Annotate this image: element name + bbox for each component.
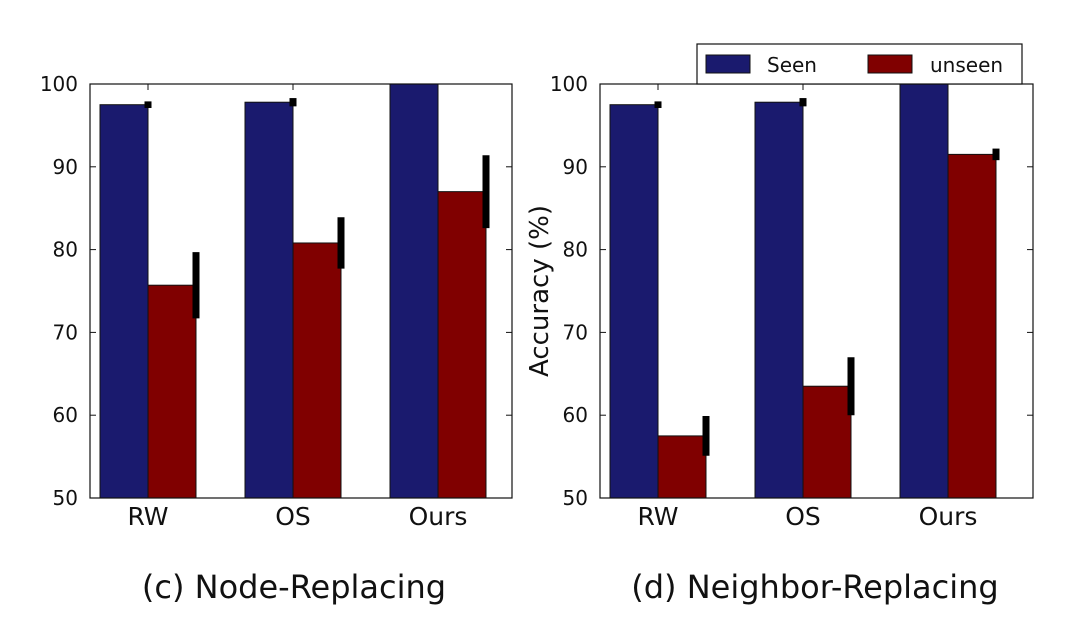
y-tick-label: 80: [53, 238, 78, 262]
legend-box: [696, 43, 1023, 85]
x-tick-label-rw: RW: [637, 502, 678, 531]
y-tick-label: 50: [53, 486, 78, 510]
bar-seen-rw: [609, 104, 659, 498]
y-tick-label: 100: [40, 72, 78, 96]
y-tick-label: 70: [53, 320, 78, 344]
panel-title: (d) Neighbor-Replacing: [631, 568, 998, 606]
y-axis-label: Accuracy (%): [525, 205, 555, 377]
y-tick-label: 90: [563, 155, 588, 179]
bar-unseen-rw: [147, 284, 197, 498]
y-tick-label: 90: [53, 155, 78, 179]
y-tick-label: 100: [550, 72, 588, 96]
bars-group: [99, 84, 487, 498]
y-tick-label: 60: [53, 403, 78, 427]
bar-seen-ours: [899, 84, 949, 498]
x-tick-label-rw: RW: [127, 502, 168, 531]
panel-neighbor-replacing: 50 60 70 80 90 100 RW OS Ours Accuracy (%) (d) Nei…: [525, 72, 1034, 606]
axes-frame: [89, 83, 513, 499]
x-tick-label-ours: Ours: [409, 502, 468, 531]
bar-seen-os: [754, 101, 804, 498]
bar-seen-os: [244, 101, 294, 498]
bar-unseen-ours: [437, 191, 487, 498]
x-tick-label-os: OS: [275, 502, 311, 531]
x-tick-label-os: OS: [785, 502, 821, 531]
bar-unseen-rw: [657, 435, 707, 498]
y-tick-label: 80: [563, 238, 588, 262]
bar-seen-rw: [99, 104, 149, 498]
legend-label-seen: Seen: [767, 53, 817, 77]
legend: Seen unseen: [696, 43, 1023, 85]
legend-swatch-seen: [705, 54, 751, 74]
panel-title: (c) Node-Replacing: [142, 568, 446, 606]
y-tick-label: 50: [563, 486, 588, 510]
bar-unseen-os: [802, 385, 852, 498]
bars-group: [609, 84, 997, 498]
bar-unseen-ours: [947, 153, 997, 498]
legend-swatch-unseen: [867, 54, 913, 74]
bar-seen-ours: [389, 84, 439, 498]
x-tick-label-ours: Ours: [919, 502, 978, 531]
bar-unseen-os: [292, 242, 342, 498]
legend-label-unseen: unseen: [930, 53, 1003, 77]
y-tick-label: 70: [563, 320, 588, 344]
panel-node-replacing: 50 60 70 80 90 100 RW OS Ours (c) Node-Replacing: [40, 72, 513, 606]
y-tick-label: 60: [563, 403, 588, 427]
